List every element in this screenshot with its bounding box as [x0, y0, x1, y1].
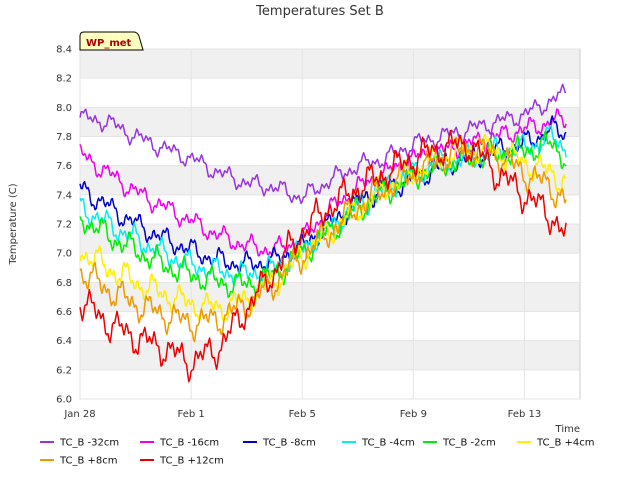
legend-label: TC_B -2cm: [442, 438, 496, 449]
legend-item: TC_B -8cm: [243, 438, 316, 449]
y-axis-ticks: 6.0 6.2 6.4 6.6 6.8 7.0 7.2 7.4 7.6 7.8 8.0 8.2 8.4: [56, 45, 72, 406]
x-tick-label: Feb 9: [400, 409, 427, 420]
grid-lines: [79, 48, 580, 400]
legend-item: TC_B -2cm: [423, 438, 496, 449]
legend-item: TC_B +4cm: [517, 438, 595, 449]
x-tick-label: Feb 5: [289, 409, 316, 420]
site-badge-label: WP_met: [86, 38, 132, 49]
legend-item: TC_B -32cm: [40, 438, 119, 449]
grid-band: [80, 165, 580, 195]
legend-item: TC_B -4cm: [342, 438, 415, 449]
legend-label: TC_B +8cm: [59, 456, 118, 467]
y-tick-label: 7.2: [56, 220, 72, 231]
x-axis-ticks: Jan 28 Feb 1 Feb 5 Feb 9 Feb 13: [63, 409, 541, 420]
legend-label: TC_B +4cm: [536, 438, 595, 449]
series-line: [79, 83, 567, 205]
legend-label: TC_B +12cm: [159, 456, 224, 467]
chart-title: Temperatures Set B: [255, 4, 384, 19]
y-tick-label: 7.8: [56, 132, 72, 143]
y-tick-label: 8.4: [56, 45, 72, 56]
y-tick-label: 6.8: [56, 278, 72, 289]
y-tick-label: 7.0: [56, 249, 72, 260]
legend-label: TC_B -4cm: [361, 438, 415, 449]
grid-band: [80, 107, 580, 137]
x-tick-label: Jan 28: [63, 409, 95, 420]
series-line: [79, 136, 567, 343]
y-tick-label: 6.6: [56, 307, 72, 318]
y-axis-label: Temperature (C): [8, 183, 19, 265]
grid-band: [80, 340, 580, 370]
x-tick-label: Feb 13: [508, 409, 542, 420]
legend: TC_B -32cm TC_B -16cm TC_B -8cm TC_B -4cm TC…: [40, 438, 595, 467]
legend-item: TC_B +12cm: [140, 456, 224, 467]
legend-item: TC_B -16cm: [140, 438, 219, 449]
legend-label: TC_B -32cm: [59, 438, 119, 449]
y-tick-label: 7.4: [56, 190, 72, 201]
series-lines: [79, 83, 567, 383]
grid-band: [80, 49, 580, 79]
x-axis-label: Time: [555, 424, 580, 435]
series-line: [79, 129, 567, 383]
y-tick-label: 8.0: [56, 103, 72, 114]
legend-item: TC_B +8cm: [40, 456, 118, 467]
y-tick-label: 7.6: [56, 161, 72, 172]
x-tick-label: Feb 1: [177, 409, 204, 420]
y-tick-label: 6.2: [56, 365, 72, 376]
y-tick-label: 6.0: [56, 395, 72, 406]
y-tick-label: 8.2: [56, 74, 72, 85]
legend-label: TC_B -8cm: [262, 438, 316, 449]
plot-background-bands: [80, 49, 580, 370]
site-badge: WP_met: [79, 31, 144, 51]
series-line: [79, 130, 567, 299]
legend-label: TC_B -16cm: [159, 438, 219, 449]
y-tick-label: 6.4: [56, 336, 72, 347]
